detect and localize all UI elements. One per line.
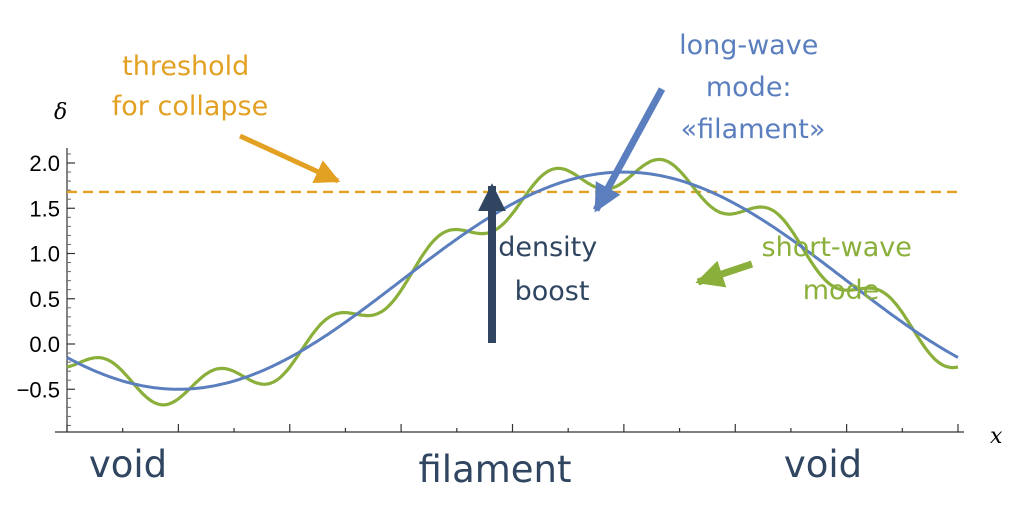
threshold-label: threshold for collapse <box>112 51 268 122</box>
density-boost-label-line-1: density <box>498 232 597 263</box>
long-wave-series-line <box>66 170 959 391</box>
short-wave-label-line-2: mode <box>803 275 880 306</box>
y-tick-label: 1.5 <box>29 196 60 221</box>
y-tick-label: 2.0 <box>29 151 60 176</box>
y-tick-label: 0.5 <box>29 287 60 312</box>
y-tick-label: −0.5 <box>17 377 60 402</box>
long-wave-label-line-2: mode: <box>706 72 792 103</box>
x-axis-label: x <box>990 424 1003 449</box>
y-tick-label: 1.0 <box>29 242 60 267</box>
y-tick-label: 0.0 <box>29 332 60 357</box>
y-axis-label: δ <box>54 100 67 125</box>
threshold-arrow <box>238 133 341 184</box>
short-wave-label: short-wave mode <box>762 232 921 306</box>
long-wave-arrow <box>592 87 666 213</box>
density-boost-label: density boost <box>498 232 606 307</box>
region-label-void-left: void <box>89 443 167 486</box>
density-boost-label-line-2: boost <box>515 276 590 307</box>
threshold-label-line-1: threshold <box>122 51 249 82</box>
short-wave-label-line-1: short-wave <box>762 232 912 263</box>
region-label-filament: filament <box>418 448 571 491</box>
threshold-label-line-2: for collapse <box>112 91 268 122</box>
long-wave-label: long-wave mode: «filament» <box>679 30 827 145</box>
short-wave-series-line <box>66 157 959 407</box>
long-wave-label-line-3: «filament» <box>681 114 826 145</box>
x-axis-ticks <box>66 424 959 432</box>
region-label-void-right: void <box>784 443 862 486</box>
short-wave-arrow <box>695 260 754 288</box>
y-axis-ticks: −0.5 0.0 0.5 1.0 1.5 2.0 <box>17 151 75 426</box>
long-wave-label-line-1: long-wave <box>679 30 818 61</box>
